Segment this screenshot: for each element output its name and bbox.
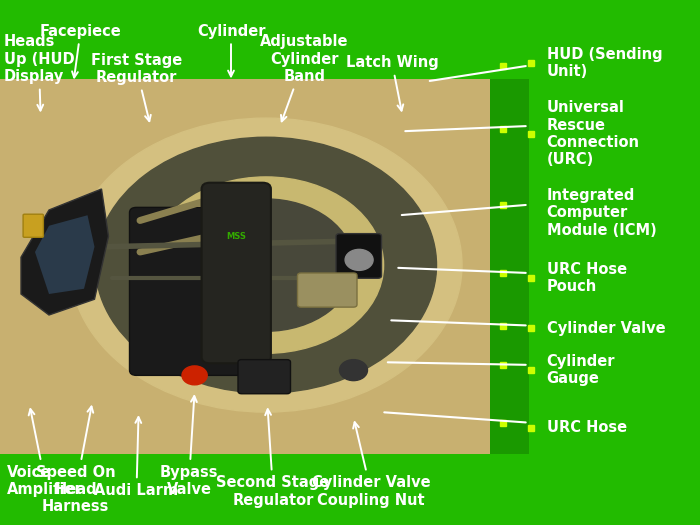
Text: Cylinder: Cylinder [197, 24, 265, 77]
Bar [490, 79, 528, 454]
Text: Cylinder Valve
Coupling Nut: Cylinder Valve Coupling Nut [312, 422, 430, 508]
Text: Audi Larm: Audi Larm [94, 417, 178, 498]
Text: Second Stage
Regulator: Second Stage Regulator [216, 409, 330, 508]
Circle shape [95, 137, 437, 393]
Text: Heads
Up (HUD
Display: Heads Up (HUD Display [4, 34, 74, 111]
Circle shape [70, 118, 462, 412]
FancyBboxPatch shape [202, 183, 271, 363]
Text: Facepiece: Facepiece [40, 24, 121, 78]
Text: Adjustable
Cylinder
Band: Adjustable Cylinder Band [260, 34, 349, 121]
Text: Cylinder Valve: Cylinder Valve [547, 321, 665, 335]
FancyBboxPatch shape [238, 360, 290, 394]
FancyBboxPatch shape [336, 234, 382, 278]
Text: Speed On
Head
Harness: Speed On Head Harness [36, 406, 116, 514]
Text: Voice
Amplifier: Voice Amplifier [7, 409, 83, 497]
Text: MSS: MSS [226, 232, 246, 240]
Circle shape [182, 366, 207, 385]
Text: First Stage
Regulator: First Stage Regulator [91, 52, 182, 121]
Text: URC Hose
Pouch: URC Hose Pouch [547, 262, 626, 295]
Text: Integrated
Computer
Module (ICM): Integrated Computer Module (ICM) [547, 188, 657, 237]
FancyBboxPatch shape [130, 207, 266, 375]
Text: HUD (Sending
Unit): HUD (Sending Unit) [547, 47, 662, 79]
Text: URC Hose: URC Hose [547, 421, 626, 435]
FancyBboxPatch shape [298, 273, 357, 307]
Text: Latch Wing: Latch Wing [346, 55, 438, 111]
Circle shape [345, 249, 373, 270]
Bar [0, 79, 528, 454]
Circle shape [178, 199, 354, 331]
Text: Bypass
Valve: Bypass Valve [160, 396, 218, 497]
Text: Universal
Rescue
Connection
(URC): Universal Rescue Connection (URC) [547, 100, 640, 167]
Circle shape [340, 360, 368, 381]
FancyBboxPatch shape [23, 214, 43, 237]
Circle shape [148, 177, 384, 353]
Polygon shape [35, 215, 94, 294]
Text: Cylinder
Gauge: Cylinder Gauge [547, 354, 615, 386]
Polygon shape [21, 189, 108, 315]
